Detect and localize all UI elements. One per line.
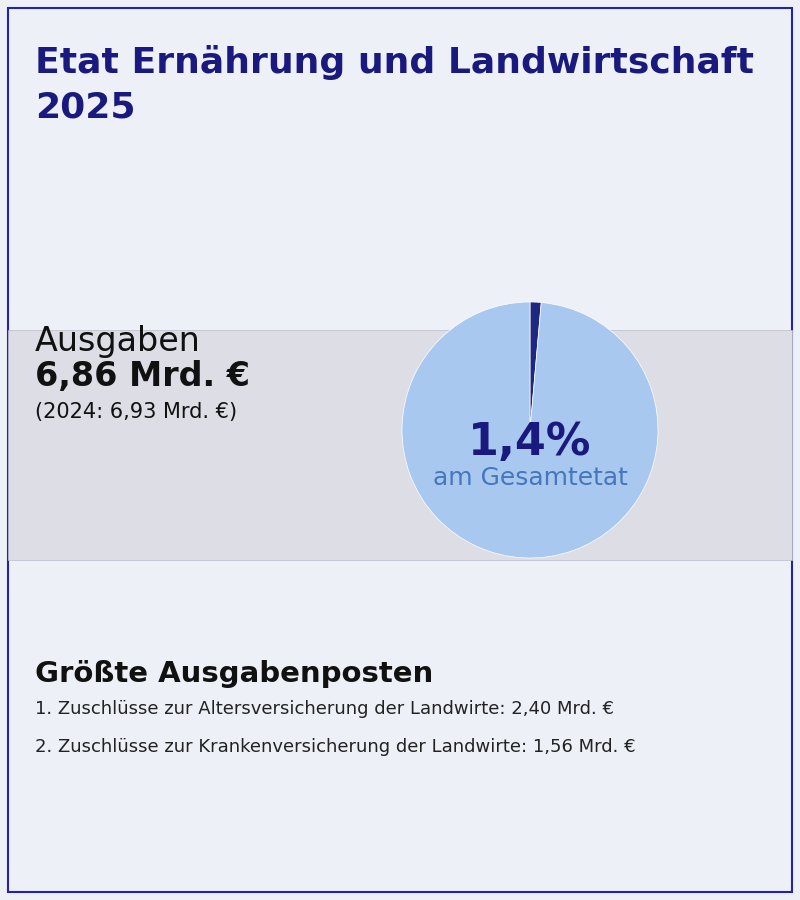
Wedge shape: [402, 302, 658, 558]
Text: am Gesamtetat: am Gesamtetat: [433, 466, 627, 490]
Text: 1,4%: 1,4%: [468, 421, 592, 464]
Text: (2024: 6,93 Mrd. €): (2024: 6,93 Mrd. €): [35, 402, 237, 422]
Text: Etat Ernährung und Landwirtschaft: Etat Ernährung und Landwirtschaft: [35, 45, 754, 80]
Text: Größte Ausgabenposten: Größte Ausgabenposten: [35, 660, 434, 688]
Bar: [8, 330, 792, 560]
Text: Ausgaben: Ausgaben: [35, 325, 201, 358]
Text: 6,86 Mrd. €: 6,86 Mrd. €: [35, 360, 250, 393]
Text: 2. Zuschlüsse zur Krankenversicherung der Landwirte: 1,56 Mrd. €: 2. Zuschlüsse zur Krankenversicherung de…: [35, 738, 636, 756]
Wedge shape: [530, 302, 542, 430]
Text: 2025: 2025: [35, 90, 135, 124]
Text: 1. Zuschlüsse zur Altersversicherung der Landwirte: 2,40 Mrd. €: 1. Zuschlüsse zur Altersversicherung der…: [35, 700, 614, 718]
